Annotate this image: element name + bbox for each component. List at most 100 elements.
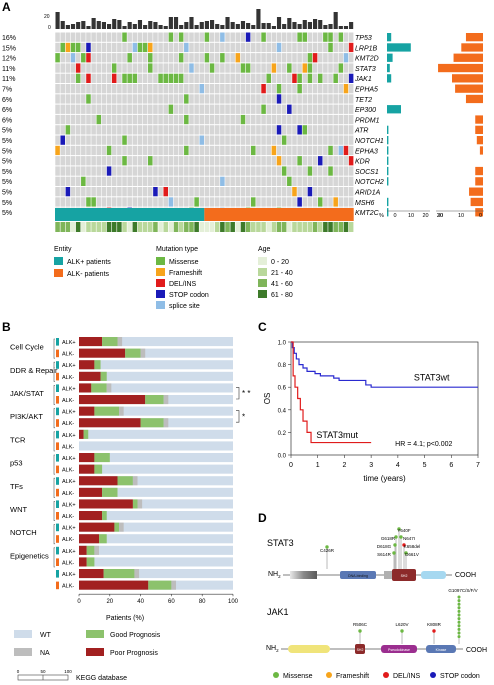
oncoprint-cell — [261, 74, 266, 83]
oncoprint-cell — [292, 146, 297, 155]
oncoprint-cell — [292, 136, 297, 145]
oncoprint-cell — [194, 125, 199, 134]
oncoprint-cell — [292, 125, 297, 134]
oncoprint-cell — [241, 53, 246, 62]
jak1-mut-dot — [458, 606, 461, 609]
oncoprint-cell — [112, 115, 117, 124]
mutation-count-bar — [164, 26, 168, 29]
entity-strip — [55, 208, 354, 221]
age-cell — [71, 222, 76, 232]
oncoprint-cell — [287, 115, 292, 124]
oncoprint-cell — [225, 84, 230, 93]
bar-good — [94, 360, 100, 369]
bar-good — [145, 395, 163, 404]
bar-wt — [79, 546, 233, 555]
oncoprint-cell — [174, 33, 179, 42]
oncoprint-cell — [256, 115, 261, 124]
oncoprint-cell — [251, 156, 256, 165]
oncoprint-cell — [333, 125, 338, 134]
mutation-count-bar — [344, 26, 348, 29]
oncoprint-cell — [241, 33, 246, 42]
oncoprint-cell — [102, 74, 107, 83]
oncoprint-cell — [163, 115, 168, 124]
oncoprint-cell — [200, 74, 205, 83]
row-entity-marker — [56, 454, 59, 462]
oncoprint-cell — [256, 156, 261, 165]
mut-missense: Missense — [169, 259, 199, 266]
oncoprint-cell — [333, 115, 338, 124]
oncoprint-cell — [179, 53, 184, 62]
oncoprint-cell — [328, 74, 333, 83]
oncoprint-cell — [55, 84, 60, 93]
oncoprint-cell — [277, 156, 282, 165]
oncoprint-cell — [323, 197, 328, 206]
bar-na — [133, 476, 138, 485]
age-cell — [246, 222, 251, 232]
oncoprint-cell — [323, 125, 328, 134]
oncoprint-cell — [308, 166, 313, 175]
oncoprint-cell — [282, 94, 287, 103]
oncoprint-cell — [318, 63, 323, 72]
oncoprint-cell — [153, 166, 158, 175]
oncoprint-cell — [282, 177, 287, 186]
oncoprint-cell — [220, 177, 225, 186]
oncoprint-cell — [220, 63, 225, 72]
oncoprint-cell — [153, 125, 158, 134]
oncoprint-cell — [66, 33, 71, 42]
row-label: ALK- — [62, 444, 74, 450]
oncoprint-cell — [76, 166, 81, 175]
oncoprint-cell — [236, 43, 241, 52]
oncoprint-cell — [158, 187, 163, 196]
oncoprint-cell — [272, 177, 277, 186]
oncoprint-cell — [220, 115, 225, 124]
oncoprint-cell — [282, 63, 287, 72]
oncoprint-cell — [303, 43, 308, 52]
oncoprint-cell — [76, 125, 81, 134]
oncoprint-cell — [91, 156, 96, 165]
oncoprint-cell — [344, 53, 349, 62]
mutation-count-bar — [159, 25, 163, 29]
oncoprint-cell — [328, 136, 333, 145]
oncoprint-cell — [194, 156, 199, 165]
oncoprint-cell — [200, 177, 205, 186]
sig-star: * — [242, 412, 245, 421]
oncoprint-cell — [112, 43, 117, 52]
oncoprint-cell — [91, 177, 96, 186]
age-cell — [133, 222, 138, 232]
b-legend: WT Good Prognosis NA Poor Prognosis — [14, 630, 161, 657]
bar-poor — [79, 349, 125, 358]
oncoprint-cell — [71, 177, 76, 186]
age-21-40-swatch — [258, 268, 267, 276]
oncoprint-cell — [122, 146, 127, 155]
oncoprint-cell — [266, 33, 271, 42]
oncoprint-cell — [143, 156, 148, 165]
oncoprint-cell — [76, 115, 81, 124]
alk-neg-freq-bar — [477, 136, 483, 144]
oncoprint-cell — [133, 105, 138, 114]
oncoprint-cell — [97, 156, 102, 165]
oncoprint-cell — [97, 84, 102, 93]
jak1-mut-dot — [458, 635, 461, 638]
gene-label-atr: ATR — [354, 128, 368, 135]
oncoprint-cell — [313, 105, 318, 114]
oncoprint-cell — [282, 146, 287, 155]
oncoprint-cell — [333, 105, 338, 114]
oncoprint-cell — [102, 63, 107, 72]
row-label: ALK- — [62, 537, 74, 543]
oncoprint-cell — [308, 63, 313, 72]
oncoprint-cell — [266, 197, 271, 206]
age-cell — [297, 222, 302, 232]
oncoprint-cell — [230, 74, 235, 83]
oncoprint-cell — [133, 187, 138, 196]
oncoprint-cell — [174, 84, 179, 93]
stat3-cooh: COOH — [455, 572, 476, 579]
oncoprint-cell — [71, 146, 76, 155]
oncoprint-cell — [277, 187, 282, 196]
oncoprint-cell — [138, 115, 143, 124]
oncoprint-cell — [138, 156, 143, 165]
alk-pos-freq-bar — [387, 64, 390, 72]
bar-good — [94, 465, 102, 474]
age-cell — [86, 222, 91, 232]
oncoprint-cell — [292, 84, 297, 93]
oncoprint-cell — [303, 136, 308, 145]
